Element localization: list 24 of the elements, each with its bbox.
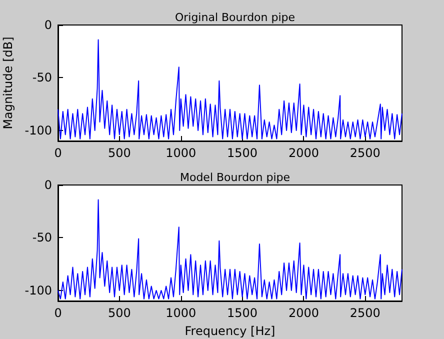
x-tick-label: 1500 [227,306,258,320]
y-tick-label: 0 [44,178,52,192]
x-tick-label: 2500 [350,306,380,320]
y-tick-label: -100 [24,283,52,298]
y-axis-title: Magnitude [dB] [0,36,15,130]
line-series [58,199,402,300]
line-series [58,39,402,140]
x-tick-label: 500 [108,146,131,160]
x-tick-label: 2000 [288,146,319,160]
x-tick-label: 1500 [227,146,258,160]
x-tick-label: 0 [54,146,62,160]
chart-title: Original Bourdon pipe [174,11,296,24]
x-tick-label: 0 [54,306,62,320]
y-tick-label: -50 [32,70,52,85]
y-tick-label: -100 [24,123,52,138]
y-tick-label: 0 [44,18,52,32]
y-tick-label: -50 [32,230,52,245]
x-tick-label: 500 [108,306,131,320]
chart-title: Model Bourdon pipe [180,171,290,184]
x-tick-label: 1000 [166,146,196,160]
x-tick-label: 1000 [166,306,196,320]
x-axis-title: Frequency [Hz] [184,324,276,338]
x-tick-label: 2500 [350,146,380,160]
x-tick-label: 2000 [288,306,319,320]
